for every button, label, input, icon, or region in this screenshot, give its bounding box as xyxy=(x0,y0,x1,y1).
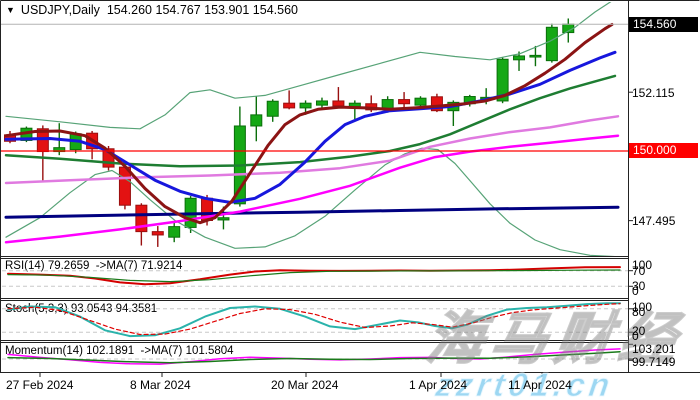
stoch-axis-label: 0 xyxy=(632,329,639,343)
current-price-badge: 154.560 xyxy=(629,17,698,32)
time-axis-label: 1 Apr 2024 xyxy=(409,378,468,392)
rsi-axis-label: 30 xyxy=(632,279,646,293)
price-axis-label: 147.495 xyxy=(632,214,676,228)
time-axis-label: 20 Mar 2024 xyxy=(271,378,339,392)
time-axis-label: 8 Mar 2024 xyxy=(130,378,191,392)
momentum-axis-label: 99.7149 xyxy=(632,355,676,369)
time-axis-label: 11 Apr 2024 xyxy=(508,378,572,392)
rsi-panel-label: RSI(14) 79.2659 ->MA(7) 71.9214 xyxy=(5,260,183,272)
stoch-axis-label: 100 xyxy=(632,300,653,314)
price-axis-label: 152.115 xyxy=(632,86,675,100)
rsi-axis-label: 70 xyxy=(632,264,646,278)
dropdown-triangle-icon[interactable]: ▼ xyxy=(6,5,15,15)
stoch-axis-label: 80 xyxy=(632,305,646,319)
momentum-panel-label: Momentum(14) 102.1891 ->MA(7) 101.5804 xyxy=(5,345,234,357)
time-axis-label: 27 Feb 2024 xyxy=(6,378,74,392)
momentum-axis-label: 103.201 xyxy=(632,342,676,356)
rsi-axis-label: 100 xyxy=(632,258,653,272)
rsi-axis-label: 0 xyxy=(632,284,639,298)
chart-title-bar: ▼ USDJPY,Daily 154.260 154.767 153.901 15… xyxy=(6,3,298,18)
stoch-axis-label: 20 xyxy=(632,324,646,338)
level-price-badge: 150.000 xyxy=(629,143,698,158)
symbol-ohlc-title: USDJPY,Daily 154.260 154.767 153.901 154… xyxy=(20,3,298,17)
